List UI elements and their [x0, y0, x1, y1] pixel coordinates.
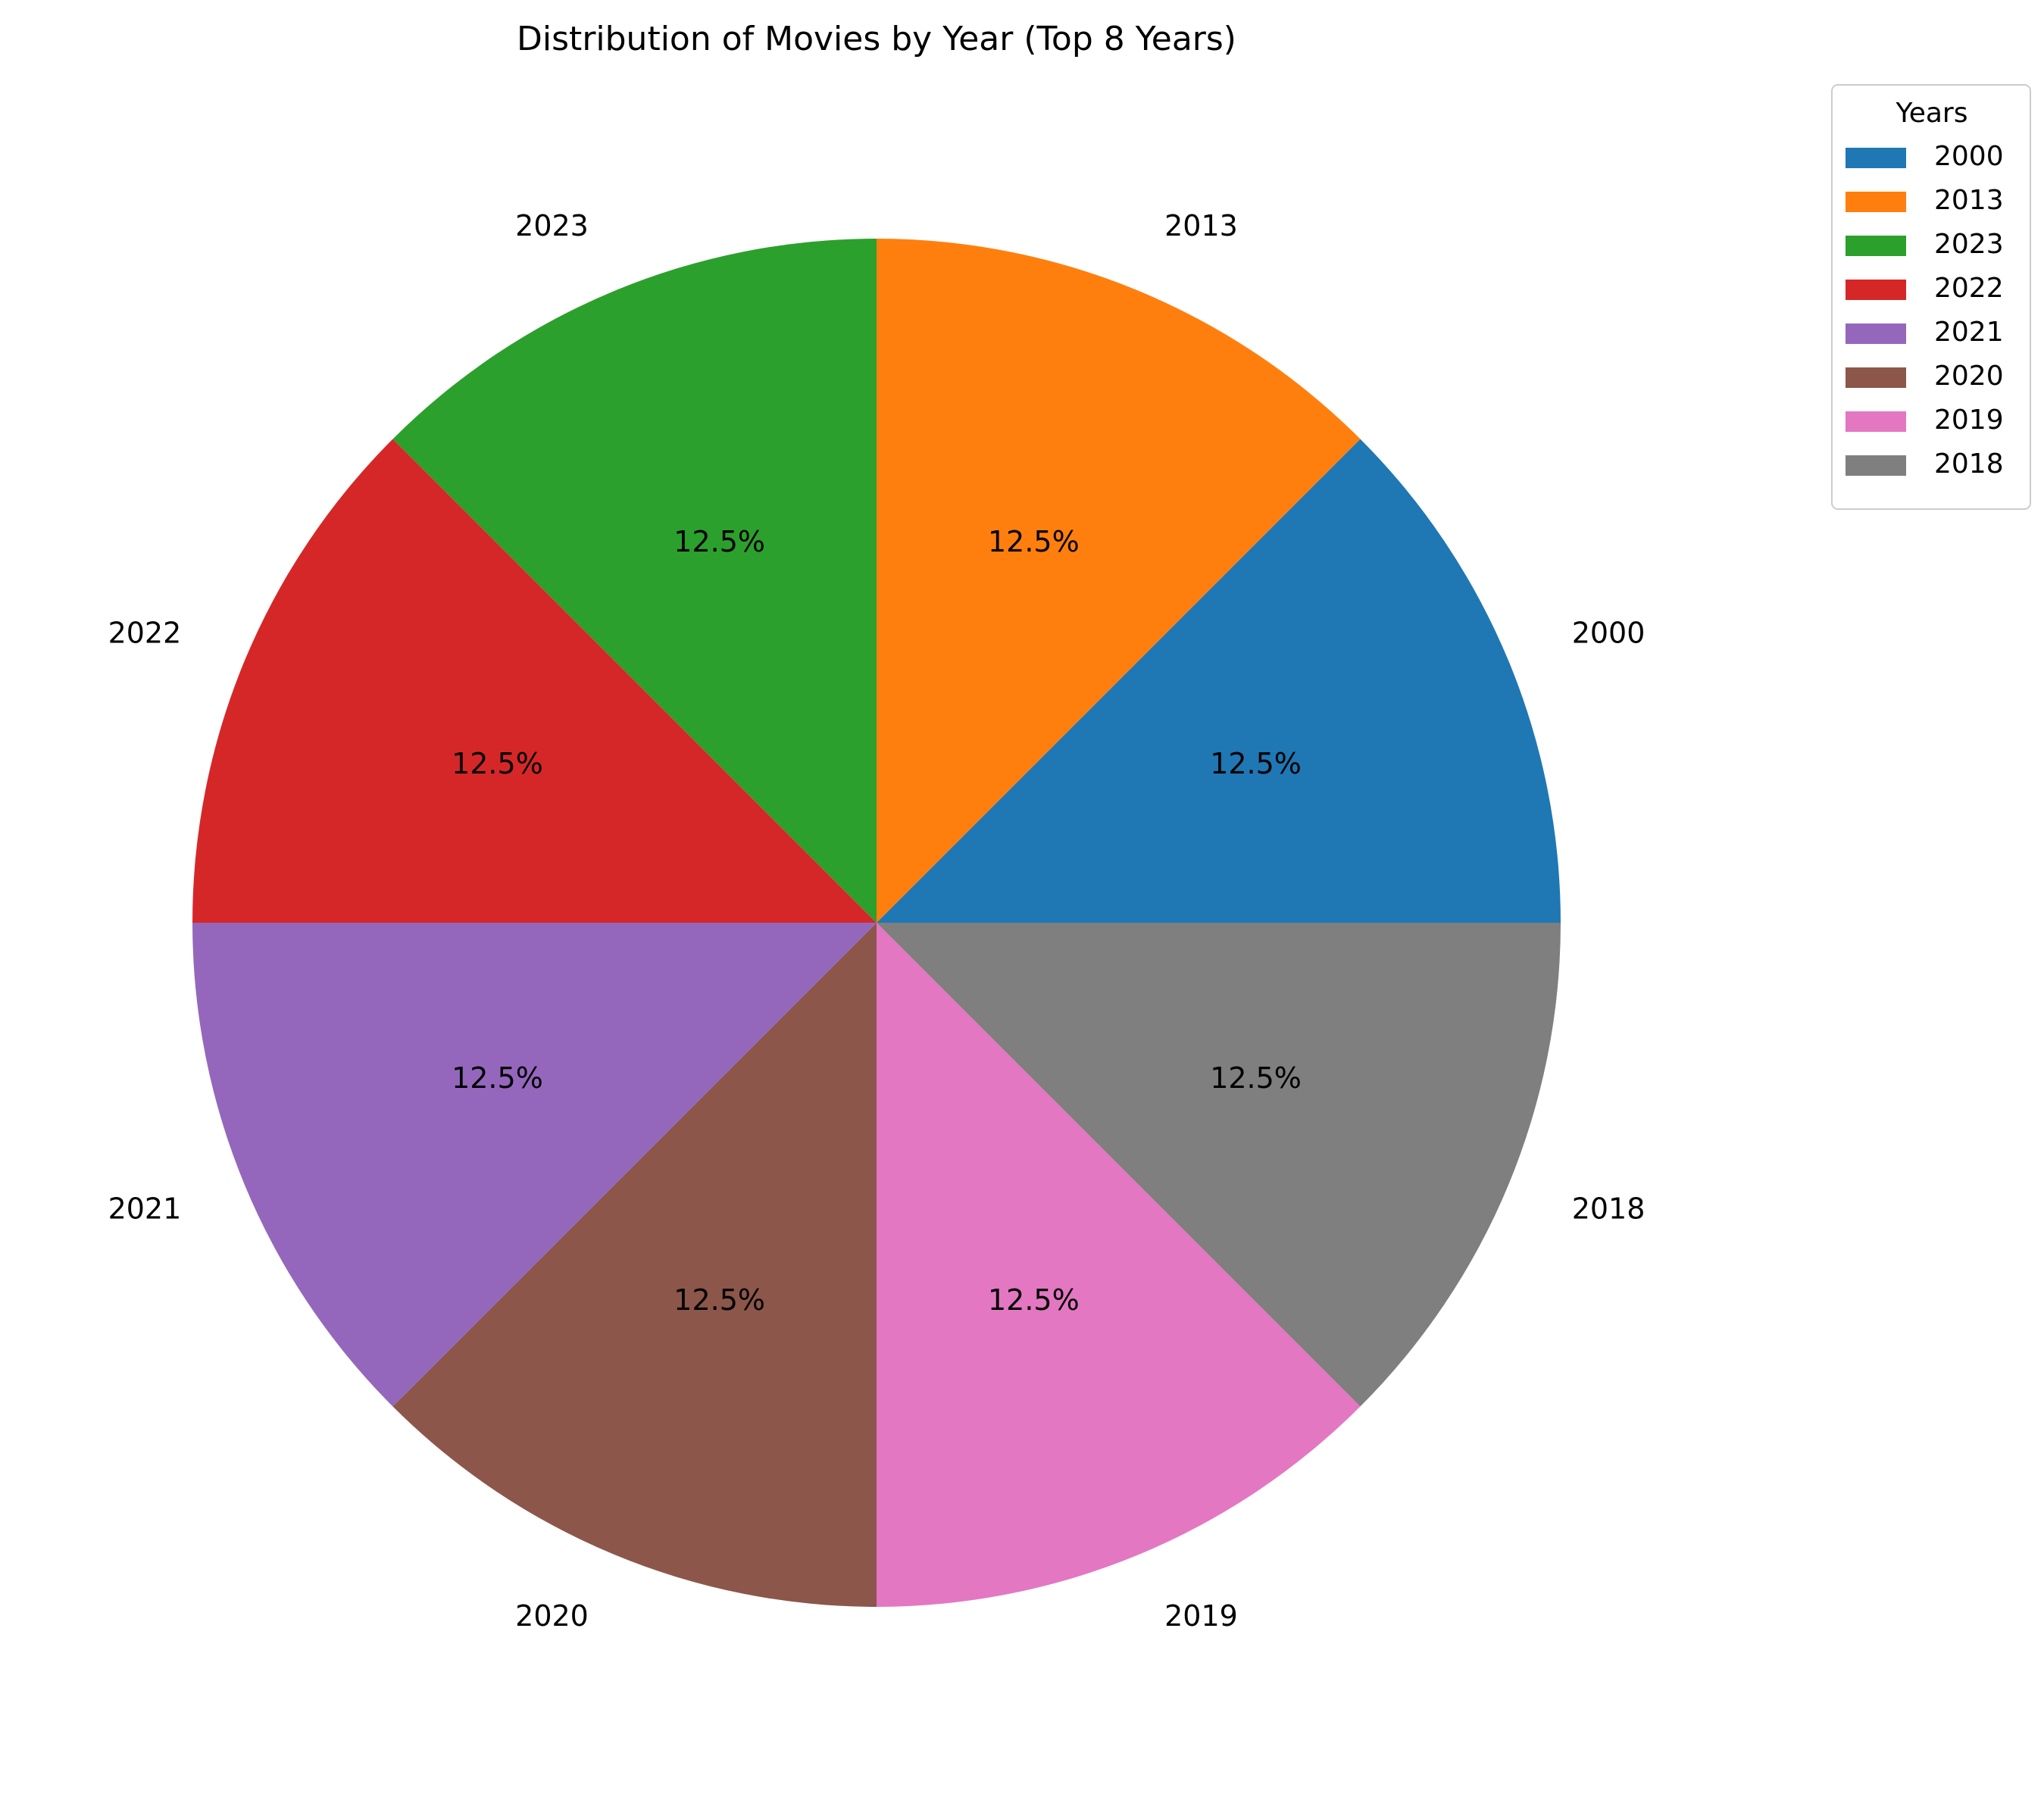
slice-label-2013: 2013 — [1164, 209, 1238, 242]
legend-title: Years — [1896, 98, 1968, 129]
legend-label-2021: 2021 — [1934, 317, 2004, 348]
legend-frame — [1831, 84, 2031, 510]
pie-slice-2013 — [877, 239, 1361, 923]
legend-swatch-2023 — [1846, 236, 1906, 256]
slice-label-2022: 2022 — [108, 616, 182, 649]
percent-label-2023: 12.5% — [674, 525, 765, 558]
legend-swatch-2013 — [1846, 192, 1906, 212]
percent-label-2013: 12.5% — [988, 525, 1080, 558]
legend-label-2020: 2020 — [1934, 361, 2004, 392]
percent-label-2021: 12.5% — [452, 1061, 543, 1095]
pie-slices — [192, 239, 1561, 1607]
pie-slice-labels: 2000 2013 2023 2022 2021 2020 2019 2018 — [108, 209, 1646, 1633]
slice-label-2020: 2020 — [515, 1599, 589, 1633]
legend-swatch-2022 — [1846, 280, 1906, 300]
pie-slice-2023 — [392, 239, 877, 923]
pie-slice-2019 — [877, 923, 1361, 1607]
percent-label-2018: 12.5% — [1210, 1061, 1302, 1095]
chart-title: Distribution of Movies by Year (Top 8 Ye… — [517, 20, 1236, 58]
legend-label-2018: 2018 — [1934, 448, 2004, 480]
pie-percent-labels: 12.5% 12.5% 12.5% 12.5% 12.5% 12.5% 12.5% 12.5% — [452, 525, 1302, 1317]
legend-label-2022: 2022 — [1934, 273, 2004, 304]
legend-label-2000: 2000 — [1934, 141, 2004, 172]
pie-slice-2018 — [877, 923, 1561, 1407]
legend-label-2013: 2013 — [1934, 185, 2004, 216]
legend-swatch-2018 — [1846, 455, 1906, 476]
percent-label-2019: 12.5% — [988, 1283, 1080, 1317]
percent-label-2022: 12.5% — [452, 747, 543, 780]
legend-entries: 2000 2013 2023 2022 2021 2020 2019 2018 — [1846, 141, 2004, 480]
percent-label-2020: 12.5% — [674, 1283, 765, 1317]
pie-slice-2000 — [877, 439, 1561, 923]
legend-swatch-2020 — [1846, 367, 1906, 388]
legend-swatch-2019 — [1846, 411, 1906, 432]
slice-label-2023: 2023 — [515, 209, 589, 242]
slice-label-2021: 2021 — [108, 1192, 182, 1226]
legend-swatch-2000 — [1846, 148, 1906, 168]
pie-slice-2021 — [192, 923, 877, 1407]
slice-label-2000: 2000 — [1572, 616, 1646, 649]
pie-slice-2022 — [192, 439, 877, 923]
legend-swatch-2021 — [1846, 323, 1906, 344]
legend-label-2019: 2019 — [1934, 405, 2004, 436]
legend: Years 2000 2013 2023 2022 2021 2020 2019 2018 — [1831, 84, 2031, 510]
legend-label-2023: 2023 — [1934, 229, 2004, 260]
percent-label-2000: 12.5% — [1210, 747, 1302, 780]
pie-slice-2020 — [392, 923, 877, 1607]
slice-label-2019: 2019 — [1164, 1599, 1238, 1633]
slice-label-2018: 2018 — [1572, 1192, 1646, 1226]
